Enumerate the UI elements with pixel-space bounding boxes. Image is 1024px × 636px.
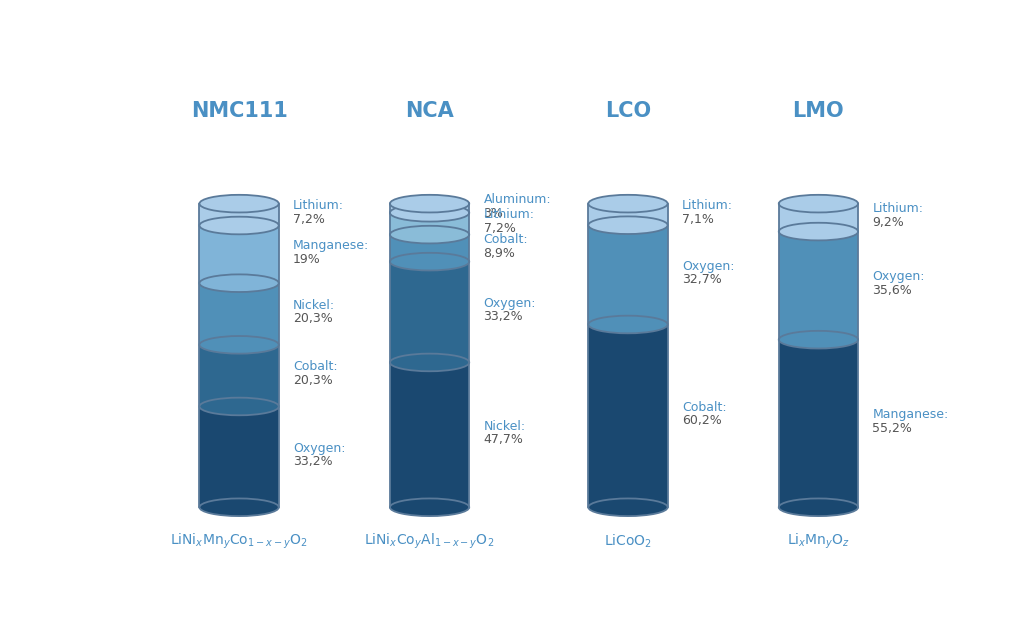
Bar xyxy=(390,363,469,508)
Ellipse shape xyxy=(778,331,858,349)
Text: Lithium:: Lithium: xyxy=(872,202,924,216)
Text: LiNi$_x$Mn$_y$Co$_{1-x-y}$O$_2$: LiNi$_x$Mn$_y$Co$_{1-x-y}$O$_2$ xyxy=(170,532,308,551)
Text: Oxygen:: Oxygen: xyxy=(483,297,536,310)
Text: 3%: 3% xyxy=(483,207,504,219)
Text: 19%: 19% xyxy=(293,252,321,266)
Text: Li$_x$Mn$_y$O$_z$: Li$_x$Mn$_y$O$_z$ xyxy=(786,532,850,551)
Text: 20,3%: 20,3% xyxy=(293,312,333,326)
Bar xyxy=(588,204,668,225)
Bar xyxy=(200,406,279,508)
Text: 47,7%: 47,7% xyxy=(483,433,523,446)
Ellipse shape xyxy=(200,398,279,415)
Bar xyxy=(390,204,469,213)
Bar xyxy=(200,283,279,345)
Bar xyxy=(588,324,668,508)
Bar xyxy=(390,213,469,235)
Ellipse shape xyxy=(588,216,668,234)
Text: Cobalt:: Cobalt: xyxy=(682,401,727,413)
Text: NMC111: NMC111 xyxy=(190,100,288,121)
Text: Lithium:: Lithium: xyxy=(293,199,344,212)
Text: 60,2%: 60,2% xyxy=(682,414,722,427)
Ellipse shape xyxy=(200,195,279,212)
Bar xyxy=(778,340,858,508)
Bar xyxy=(200,204,279,226)
Text: 35,6%: 35,6% xyxy=(872,284,912,297)
Text: NCA: NCA xyxy=(406,100,454,121)
Ellipse shape xyxy=(200,274,279,292)
Ellipse shape xyxy=(200,217,279,234)
Ellipse shape xyxy=(778,499,858,516)
Text: 32,7%: 32,7% xyxy=(682,273,722,286)
Bar xyxy=(390,235,469,261)
Text: 9,2%: 9,2% xyxy=(872,216,904,229)
Ellipse shape xyxy=(588,499,668,516)
Ellipse shape xyxy=(390,253,469,270)
Text: Oxygen:: Oxygen: xyxy=(872,270,925,283)
Ellipse shape xyxy=(390,204,469,221)
Text: LMO: LMO xyxy=(793,100,844,121)
Text: Oxygen:: Oxygen: xyxy=(682,259,734,273)
Text: Lithium:: Lithium: xyxy=(682,199,733,212)
Text: Nickel:: Nickel: xyxy=(293,299,335,312)
Bar xyxy=(390,261,469,363)
Ellipse shape xyxy=(390,354,469,371)
Text: LiCoO$_2$: LiCoO$_2$ xyxy=(604,533,652,550)
Text: Cobalt:: Cobalt: xyxy=(293,361,338,373)
Text: 20,3%: 20,3% xyxy=(293,374,333,387)
Ellipse shape xyxy=(778,195,858,212)
Ellipse shape xyxy=(588,195,668,212)
Bar xyxy=(778,232,858,340)
Ellipse shape xyxy=(390,499,469,516)
Text: 7,1%: 7,1% xyxy=(682,213,714,226)
Text: Oxygen:: Oxygen: xyxy=(293,441,345,455)
Text: 7,2%: 7,2% xyxy=(293,213,325,226)
Ellipse shape xyxy=(588,315,668,333)
Text: Manganese:: Manganese: xyxy=(872,408,948,421)
Bar xyxy=(200,226,279,283)
Text: Aluminum:: Aluminum: xyxy=(483,193,551,206)
Text: LiNi$_x$Co$_y$Al$_{1-x-y}$O$_2$: LiNi$_x$Co$_y$Al$_{1-x-y}$O$_2$ xyxy=(365,532,495,551)
Bar xyxy=(200,345,279,406)
Bar xyxy=(778,204,858,232)
Text: 8,9%: 8,9% xyxy=(483,247,515,259)
Ellipse shape xyxy=(778,223,858,240)
Text: 33,2%: 33,2% xyxy=(483,310,523,324)
Ellipse shape xyxy=(200,336,279,354)
Text: Cobalt:: Cobalt: xyxy=(483,233,528,245)
Text: Lithium:: Lithium: xyxy=(483,209,535,221)
Text: LCO: LCO xyxy=(605,100,651,121)
Ellipse shape xyxy=(390,195,469,212)
Ellipse shape xyxy=(200,499,279,516)
Text: 55,2%: 55,2% xyxy=(872,422,912,435)
Text: Nickel:: Nickel: xyxy=(483,420,525,432)
Ellipse shape xyxy=(390,226,469,244)
Bar xyxy=(588,225,668,324)
Text: 7,2%: 7,2% xyxy=(483,222,515,235)
Text: 33,2%: 33,2% xyxy=(293,455,333,468)
Text: Manganese:: Manganese: xyxy=(293,239,370,252)
